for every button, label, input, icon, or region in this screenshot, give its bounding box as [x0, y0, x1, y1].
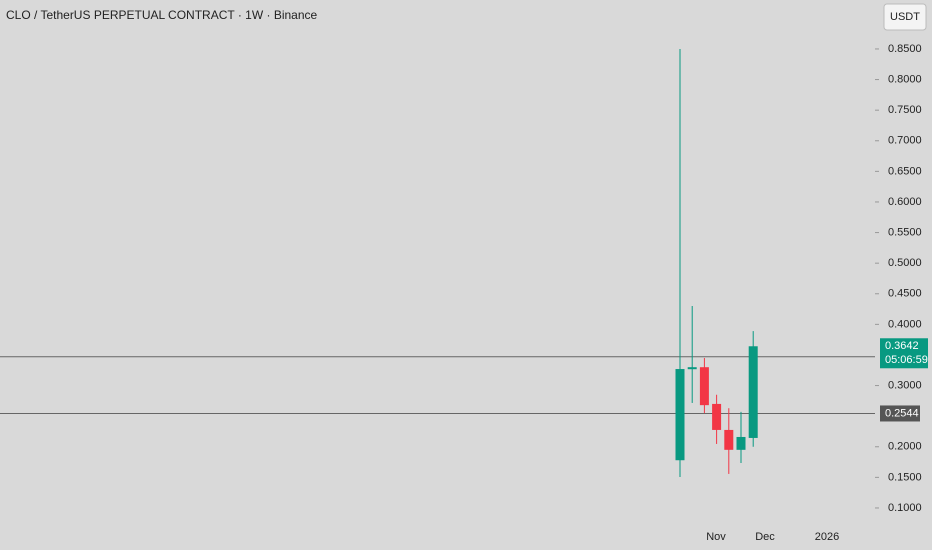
y-tick-label: 0.4500: [888, 288, 922, 300]
y-tick-label: 0.5500: [888, 226, 922, 238]
countdown: 05:06:59: [885, 354, 928, 366]
candle-body: [712, 403, 722, 430]
last-price-tag: [880, 338, 928, 369]
y-tick-label: 0.6500: [888, 165, 922, 177]
chart-title: CLO / TetherUS PERPETUAL CONTRACT · 1W ·…: [6, 8, 318, 22]
currency-label[interactable]: USDT: [890, 11, 920, 23]
y-tick-label: 0.8500: [888, 43, 922, 55]
y-tick-label: 0.8000: [888, 73, 922, 85]
y-tick-label: 0.1500: [888, 471, 922, 483]
y-tick-label: 0.2000: [888, 441, 922, 453]
x-tick-label: Nov: [706, 531, 726, 543]
y-tick-label: 0.4000: [888, 318, 922, 330]
x-tick-label: Dec: [755, 531, 775, 543]
y-tick-label: 0.1000: [888, 502, 922, 514]
price-line-tag: [880, 405, 920, 422]
candle-body: [687, 367, 697, 370]
candle-body: [748, 346, 758, 438]
candle-body: [736, 436, 746, 450]
x-tick-label: 2026: [815, 531, 839, 543]
currency-button[interactable]: [883, 3, 927, 31]
y-tick-label: 0.5000: [888, 257, 922, 269]
candle-body: [699, 367, 709, 406]
last-price-label: 0.3642: [885, 340, 919, 352]
candle-body: [675, 369, 685, 461]
y-tick-label: 0.7000: [888, 135, 922, 147]
y-tick-label: 0.6000: [888, 196, 922, 208]
price-line-label: 0.2544: [885, 407, 919, 419]
y-tick-label: 0.7500: [888, 104, 922, 116]
candle-body: [724, 429, 734, 450]
y-tick-label: 0.3000: [888, 379, 922, 391]
